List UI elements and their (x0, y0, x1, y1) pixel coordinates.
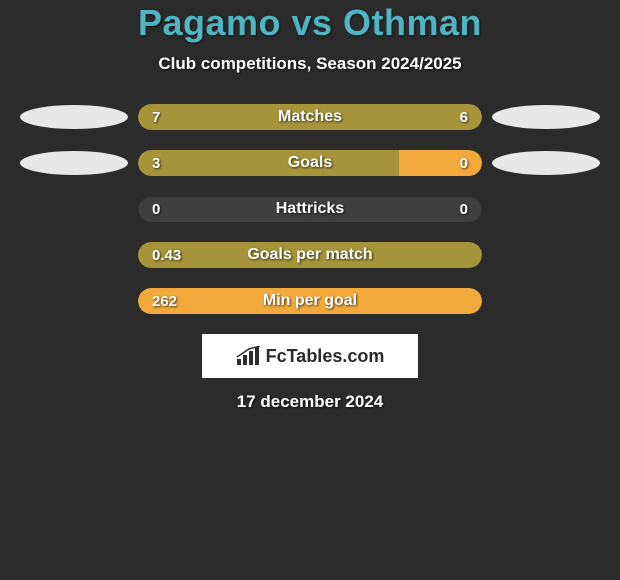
stat-row: 0.43Goals per match (0, 242, 620, 268)
metric-label: Goals (138, 150, 482, 176)
stat-row: 76Matches (0, 104, 620, 130)
left-ellipse (20, 105, 128, 129)
left-ellipse (20, 289, 128, 313)
metric-label: Min per goal (138, 288, 482, 314)
stat-row: 262Min per goal (0, 288, 620, 314)
chart-icon (236, 346, 262, 366)
brand-text: FcTables.com (266, 346, 385, 367)
right-ellipse (492, 197, 600, 221)
page-title: Pagamo vs Othman (0, 2, 620, 44)
right-ellipse (492, 289, 600, 313)
brand-badge[interactable]: FcTables.com (202, 334, 418, 378)
comparison-widget: Pagamo vs Othman Club competitions, Seas… (0, 0, 620, 412)
subtitle: Club competitions, Season 2024/2025 (0, 54, 620, 74)
stat-row: 00Hattricks (0, 196, 620, 222)
left-ellipse (20, 243, 128, 267)
right-ellipse (492, 243, 600, 267)
left-ellipse (20, 151, 128, 175)
metric-label: Goals per match (138, 242, 482, 268)
left-ellipse (20, 197, 128, 221)
date-label: 17 december 2024 (0, 392, 620, 412)
bar-track: 0.43Goals per match (138, 242, 482, 268)
metric-label: Hattricks (138, 196, 482, 222)
right-ellipse (492, 151, 600, 175)
right-ellipse (492, 105, 600, 129)
stat-row: 30Goals (0, 150, 620, 176)
bar-track: 30Goals (138, 150, 482, 176)
bar-track: 00Hattricks (138, 196, 482, 222)
metric-label: Matches (138, 104, 482, 130)
stats-rows: 76Matches 30Goals 00Hattricks 0.43Goals per… (0, 104, 620, 314)
bar-track: 262Min per goal (138, 288, 482, 314)
bar-track: 76Matches (138, 104, 482, 130)
